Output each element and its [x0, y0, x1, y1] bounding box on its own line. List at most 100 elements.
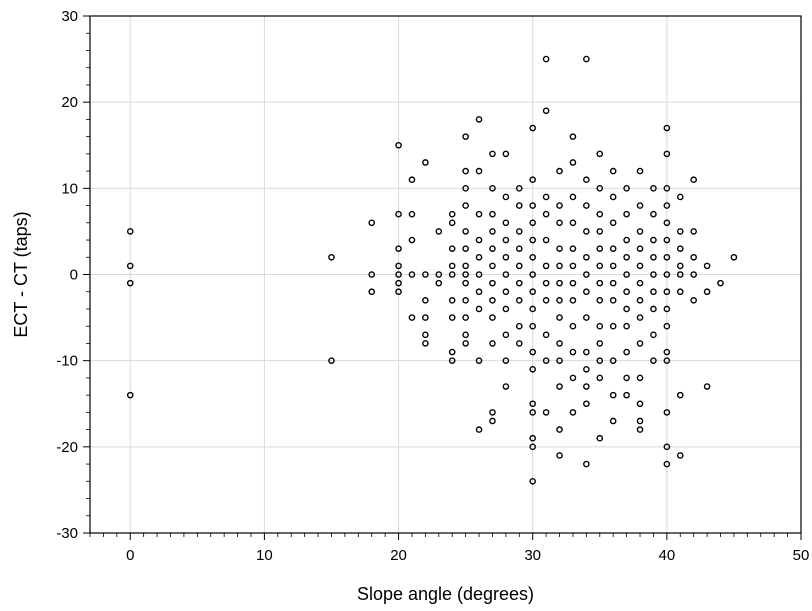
data-point: [676, 288, 684, 296]
data-point: [690, 297, 697, 304]
data-point: [515, 322, 523, 330]
data-point: [556, 314, 563, 321]
data-point: [596, 228, 604, 235]
data-point: [529, 434, 536, 442]
x-tick-label: 10: [256, 547, 273, 564]
data-point: [650, 288, 657, 296]
data-point: [489, 409, 496, 416]
data-point: [556, 357, 563, 364]
data-point: [569, 193, 577, 201]
data-point: [663, 124, 671, 132]
data-point: [623, 271, 630, 278]
data-point: [515, 228, 523, 235]
data-point: [435, 279, 443, 287]
data-point: [556, 279, 563, 287]
y-tick-label: 20: [61, 94, 78, 111]
y-tick-label: 10: [61, 180, 78, 197]
data-point: [542, 210, 550, 218]
data-point: [703, 262, 711, 270]
data-point: [596, 374, 604, 382]
data-point: [596, 245, 604, 252]
data-point: [462, 314, 469, 321]
data-point: [529, 236, 536, 244]
y-tick-label: 0: [70, 267, 78, 284]
data-point: [636, 314, 644, 321]
data-point: [542, 193, 550, 201]
data-point: [663, 202, 671, 209]
data-point: [583, 176, 590, 184]
data-point: [663, 236, 671, 244]
data-point: [435, 271, 443, 278]
data-point: [126, 262, 134, 270]
data-point: [663, 253, 671, 261]
data-points: [126, 55, 738, 485]
data-point: [556, 262, 563, 270]
data-point: [636, 279, 644, 287]
data-point: [636, 400, 644, 408]
data-point: [462, 331, 469, 339]
data-point: [489, 417, 496, 425]
data-point: [569, 245, 577, 252]
data-point: [663, 348, 671, 356]
data-point: [475, 426, 483, 433]
data-point: [126, 391, 134, 399]
data-point: [489, 297, 496, 304]
data-point: [475, 357, 483, 364]
data-point: [690, 271, 697, 278]
data-point: [556, 426, 563, 433]
data-point: [422, 271, 429, 278]
data-point: [703, 383, 711, 390]
data-point: [609, 167, 617, 175]
data-point: [542, 297, 550, 304]
data-point: [609, 262, 617, 270]
data-point: [529, 409, 536, 416]
data-point: [583, 288, 590, 296]
data-point: [529, 400, 536, 408]
data-point: [422, 340, 429, 347]
data-point: [636, 426, 644, 433]
data-point: [542, 236, 550, 244]
data-point: [529, 176, 536, 184]
data-point: [462, 167, 469, 175]
data-point: [448, 357, 456, 364]
data-point: [596, 340, 604, 347]
x-tick-label: 30: [524, 547, 541, 564]
data-point: [515, 245, 523, 252]
data-point: [676, 452, 684, 459]
data-point: [583, 383, 590, 390]
data-point: [690, 228, 697, 235]
data-point: [596, 279, 604, 287]
data-point: [489, 150, 496, 158]
data-point: [636, 245, 644, 252]
data-point: [583, 460, 590, 468]
data-point: [556, 297, 563, 304]
data-point: [569, 348, 577, 356]
data-point: [422, 159, 429, 166]
data-point: [583, 228, 590, 235]
data-point: [529, 305, 536, 313]
data-point: [556, 167, 563, 175]
data-point: [422, 331, 429, 339]
data-point: [596, 185, 604, 192]
data-point: [663, 409, 671, 416]
data-point: [395, 210, 402, 218]
data-point: [368, 219, 376, 227]
data-point: [475, 236, 483, 244]
data-point: [462, 185, 469, 192]
data-point: [368, 271, 376, 278]
data-point: [126, 228, 134, 235]
data-point: [475, 210, 483, 218]
data-point: [569, 322, 577, 330]
data-point: [542, 409, 550, 416]
x-tick-label: 50: [793, 547, 810, 564]
data-point: [583, 202, 590, 209]
data-point: [623, 374, 630, 382]
data-point: [663, 460, 671, 468]
data-point: [650, 331, 657, 339]
data-point: [542, 107, 550, 115]
data-point: [609, 297, 617, 304]
data-point: [556, 219, 563, 227]
data-point: [422, 314, 429, 321]
data-point: [489, 185, 496, 192]
